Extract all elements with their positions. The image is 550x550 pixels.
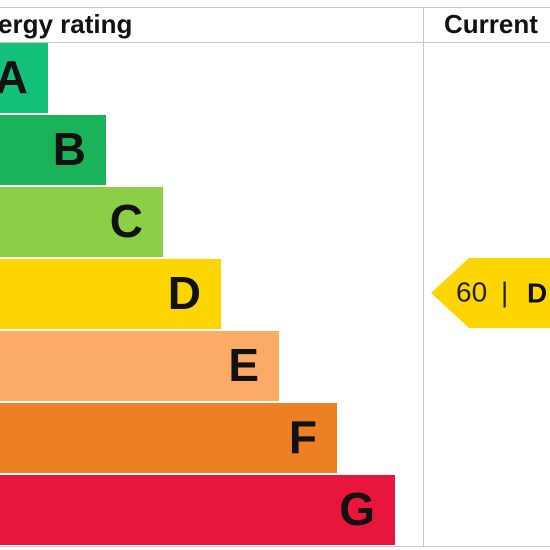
band-bar [0, 331, 279, 401]
band-letter: A [0, 51, 28, 103]
band-letter: D [168, 267, 201, 319]
current-header: Current [444, 9, 538, 39]
band-bar [0, 115, 106, 185]
band-bar [0, 43, 48, 113]
separator: | [501, 276, 508, 307]
band-letter: E [228, 339, 259, 391]
band-bar [0, 259, 221, 329]
current-score: 60 [456, 276, 487, 307]
band-letter: F [289, 411, 317, 463]
rating-header: ergy rating [0, 9, 132, 39]
current-band: D [527, 277, 547, 308]
band-letter: B [53, 123, 86, 175]
current-arrow [431, 258, 550, 328]
band-bar [0, 475, 395, 545]
band-bar [0, 403, 337, 473]
band-letter: G [339, 483, 375, 535]
band-letter: C [110, 195, 143, 247]
band-bar [0, 187, 163, 257]
